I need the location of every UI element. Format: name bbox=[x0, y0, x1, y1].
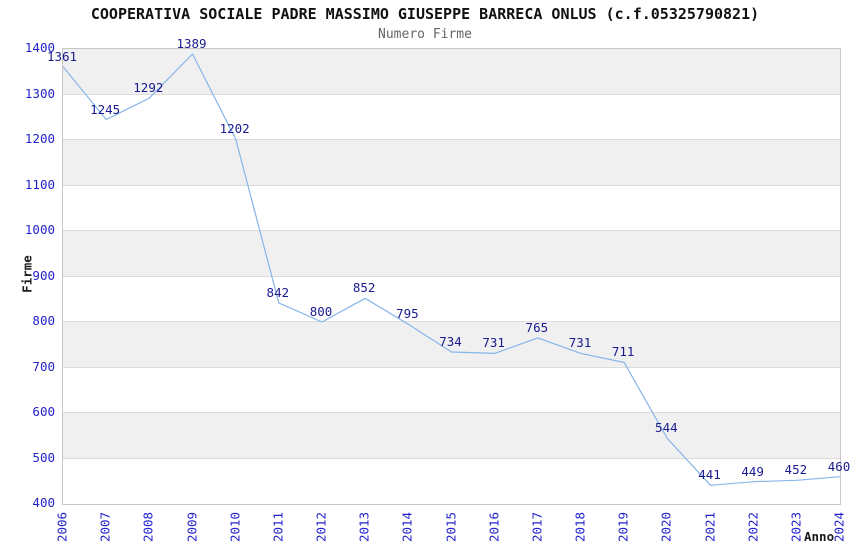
data-label: 460 bbox=[827, 458, 850, 474]
x-tick-label: 2021 bbox=[702, 511, 717, 543]
data-label: 544 bbox=[655, 420, 678, 436]
grid-band bbox=[63, 276, 840, 322]
y-tick-label: 1100 bbox=[24, 176, 55, 192]
y-tick-label: 1000 bbox=[24, 222, 55, 237]
data-label: 1389 bbox=[176, 36, 207, 51]
grid-band bbox=[63, 367, 840, 413]
x-tick-label: 2017 bbox=[529, 511, 545, 543]
x-tick-label: 2007 bbox=[97, 511, 113, 543]
grid-band bbox=[63, 140, 840, 186]
x-tick-label: 2006 bbox=[54, 511, 70, 543]
grid-band bbox=[63, 322, 840, 368]
plot-area bbox=[62, 48, 841, 505]
y-axis-title: Firme bbox=[19, 255, 35, 293]
data-label: 1292 bbox=[133, 80, 164, 96]
y-tick-label: 1300 bbox=[24, 85, 55, 101]
data-label: 1361 bbox=[46, 48, 78, 64]
x-tick-label: 2010 bbox=[227, 511, 243, 543]
y-tick-label: 500 bbox=[32, 449, 55, 465]
x-axis-title: Anno bbox=[804, 529, 835, 544]
data-label: 734 bbox=[439, 334, 462, 350]
data-label: 731 bbox=[482, 335, 505, 351]
x-tick-label: 2014 bbox=[399, 511, 415, 543]
y-tick-label: 800 bbox=[32, 313, 55, 328]
line-series bbox=[63, 53, 840, 486]
y-tick-label: 1200 bbox=[24, 131, 55, 146]
grid-band bbox=[63, 413, 840, 459]
x-tick-label: 2018 bbox=[572, 511, 588, 543]
x-tick-label: 2008 bbox=[140, 511, 156, 543]
data-label: 449 bbox=[741, 463, 764, 479]
data-label: 441 bbox=[698, 467, 721, 483]
x-tick-label: 2012 bbox=[313, 511, 329, 543]
y-tick-label: 900 bbox=[32, 267, 55, 283]
x-tick-label: 2022 bbox=[745, 511, 761, 543]
y-tick-label: 400 bbox=[32, 495, 55, 510]
x-tick-label: 2023 bbox=[788, 511, 804, 543]
x-tick-label: 2020 bbox=[658, 511, 674, 543]
data-label: 452 bbox=[784, 462, 808, 478]
data-label: 842 bbox=[266, 284, 290, 300]
chart-title: COOPERATIVA SOCIALE PADRE MASSIMO GIUSEP… bbox=[90, 5, 760, 23]
grid-band bbox=[63, 458, 840, 504]
data-label: 711 bbox=[611, 344, 635, 360]
x-tick-label: 2009 bbox=[184, 511, 199, 543]
y-tick-label: 1400 bbox=[24, 40, 55, 55]
x-tick-label: 2019 bbox=[615, 511, 631, 543]
grid-band bbox=[63, 49, 840, 95]
grid-band bbox=[63, 231, 840, 277]
x-tick-label: 2013 bbox=[356, 511, 372, 543]
x-tick-label: 2015 bbox=[443, 511, 458, 543]
data-label: 765 bbox=[525, 319, 549, 335]
y-tick-label: 600 bbox=[32, 404, 55, 419]
data-label: 731 bbox=[568, 335, 592, 351]
data-label: 1202 bbox=[219, 121, 250, 137]
y-tick-label: 700 bbox=[32, 358, 55, 374]
data-label: 1245 bbox=[90, 101, 121, 117]
grid-band bbox=[63, 185, 840, 231]
grid-band bbox=[63, 94, 840, 140]
data-label: 852 bbox=[352, 280, 376, 296]
x-tick-label: 2016 bbox=[486, 511, 502, 543]
chart-subtitle: Numero Firme bbox=[378, 27, 472, 42]
data-label: 800 bbox=[309, 304, 333, 319]
x-tick-label: 2011 bbox=[270, 511, 286, 543]
data-label: 795 bbox=[396, 306, 419, 322]
